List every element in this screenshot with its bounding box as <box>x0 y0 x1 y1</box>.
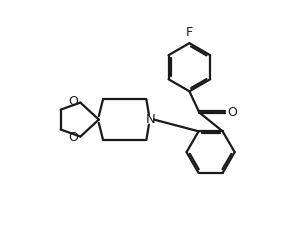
Text: O: O <box>68 131 78 144</box>
Text: O: O <box>228 106 237 119</box>
Text: O: O <box>68 95 78 108</box>
Text: F: F <box>186 26 193 39</box>
Text: N: N <box>146 113 156 126</box>
